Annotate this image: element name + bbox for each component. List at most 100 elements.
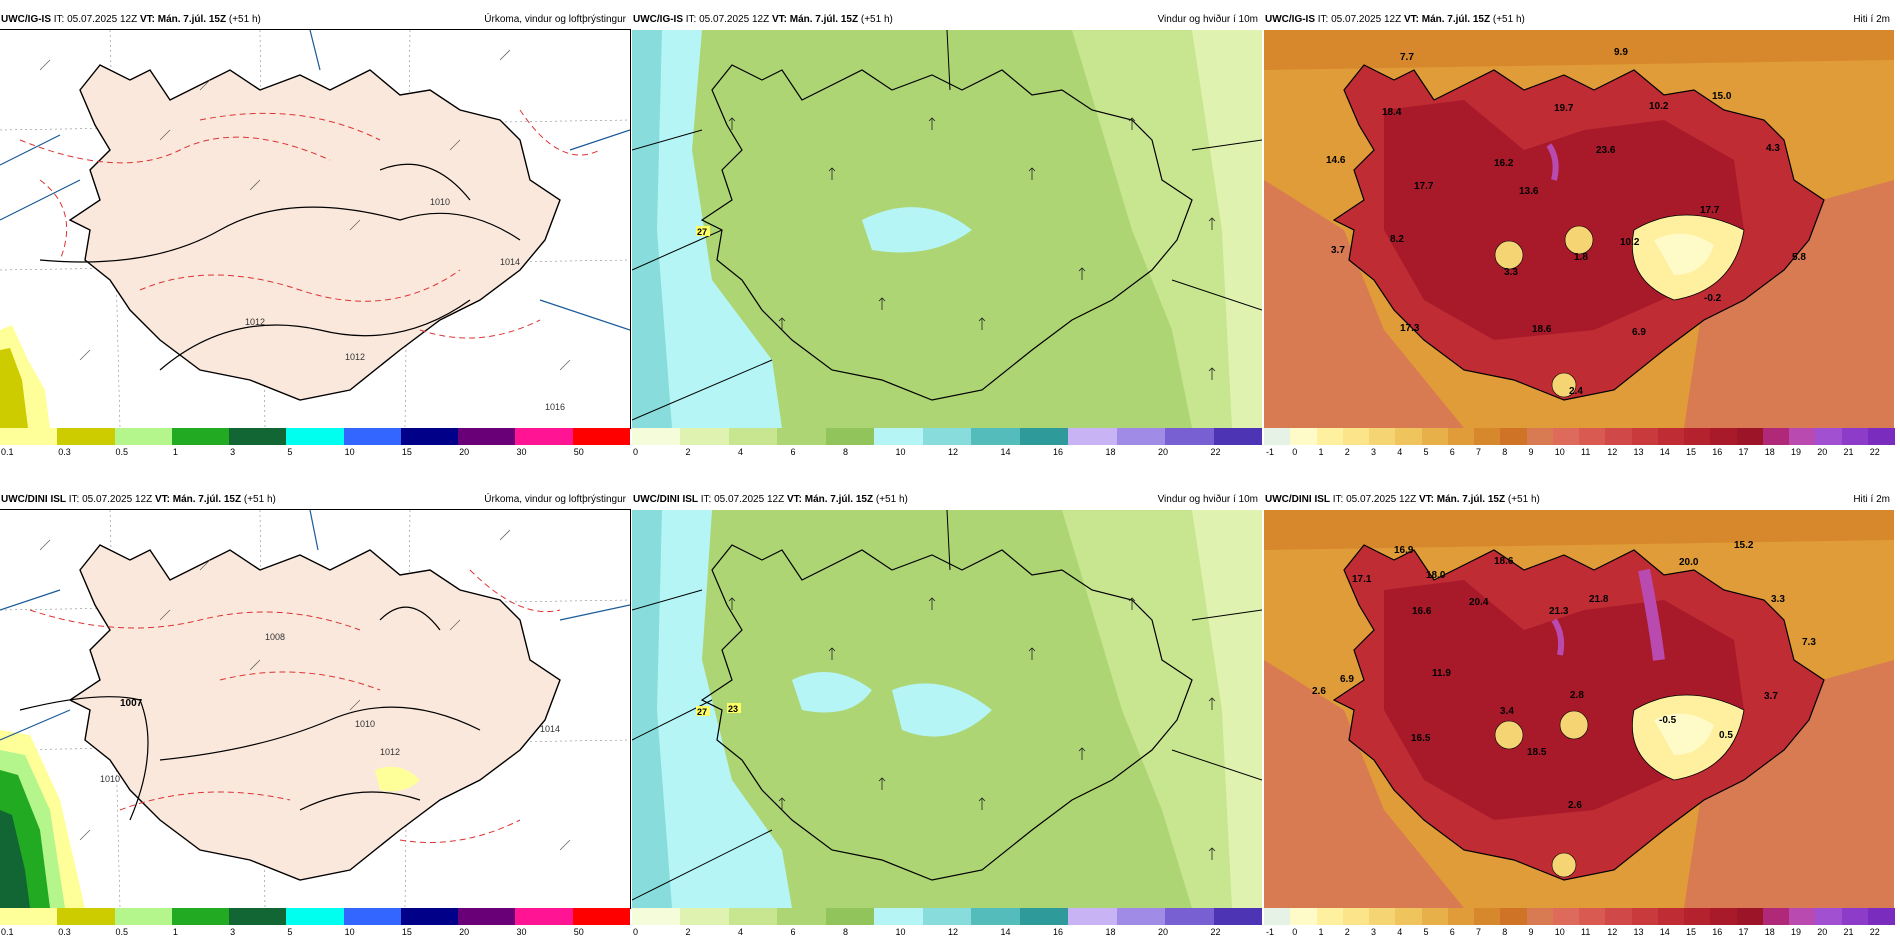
temp-value-label: 20.4 xyxy=(1469,597,1489,608)
colorbar-swatch xyxy=(1116,428,1166,445)
colorbar-swatch xyxy=(1342,908,1370,925)
colorbar-swatch xyxy=(971,908,1021,925)
colorbar-swatch xyxy=(922,428,972,445)
colorbar-label: 20 xyxy=(1817,927,1828,937)
colorbar-swatch xyxy=(1421,908,1449,925)
colorbar-label: 3 xyxy=(230,927,236,937)
temp-value-label: 6.9 xyxy=(1632,327,1646,338)
colorbar-swatch xyxy=(1762,428,1790,445)
temp-value-label: 20.0 xyxy=(1679,557,1699,568)
colorbar-label: 16 xyxy=(1053,927,1064,937)
temp-value-label: 3.7 xyxy=(1331,245,1345,256)
colorbar-label: 19 xyxy=(1791,927,1802,937)
valid-label: VT: xyxy=(786,494,802,505)
temp-value-label: 11.9 xyxy=(1432,668,1451,679)
colorbar-label: 1 xyxy=(172,927,178,937)
colorbar-swatch xyxy=(825,428,875,445)
gust-label: 23 xyxy=(728,704,738,714)
colorbar-swatch xyxy=(1526,908,1554,925)
colorbar-swatch xyxy=(825,908,875,925)
colorbar-swatch xyxy=(1165,908,1215,925)
colorbar-swatch xyxy=(343,908,402,925)
colorbar-swatch xyxy=(1019,428,1069,445)
temp-value-label: 19.7 xyxy=(1554,103,1574,114)
colorbar-swatch xyxy=(1421,428,1449,445)
colorbar-label: 0.3 xyxy=(58,927,71,937)
temp-value-label: 7.7 xyxy=(1400,52,1414,63)
colorbar-swatch xyxy=(1395,908,1422,925)
colorbar-label: 3 xyxy=(1371,447,1377,457)
colorbar-label: 0 xyxy=(633,927,639,937)
issue-time: 05.07.2025 12Z xyxy=(699,14,770,25)
colorbar-label: 19 xyxy=(1791,447,1802,457)
colorbar-swatch xyxy=(1657,428,1685,445)
iceland-outline xyxy=(700,544,1193,881)
colorbar-swatch xyxy=(1605,428,1632,445)
colorbar-swatch xyxy=(229,428,287,445)
colorbar-label: 10 xyxy=(895,447,906,457)
temp-value-label: 21.8 xyxy=(1589,594,1609,605)
colorbar-label: 8 xyxy=(1502,927,1508,937)
colorbar-label: 16 xyxy=(1712,447,1723,457)
wind-colorbar: 0 2 4 6 8 10 12 14 16 18 20 22 xyxy=(632,428,1263,460)
colorbar-label: 15 xyxy=(401,447,412,457)
colorbar-swatch xyxy=(515,908,574,925)
colorbar-swatch xyxy=(728,428,778,445)
colorbar-swatch xyxy=(0,428,58,445)
colorbar-swatch xyxy=(1841,428,1869,445)
issue-label: IT: xyxy=(53,14,65,25)
colorbar-swatch xyxy=(1019,908,1069,925)
issue-time: 05.07.2025 12Z xyxy=(1331,14,1402,25)
colorbar-label: 22 xyxy=(1869,927,1880,937)
colorbar-swatch xyxy=(874,428,924,445)
valid-time: Mán. 7.júl. 15Z xyxy=(789,14,859,25)
issue-label: IT: xyxy=(685,14,697,25)
colorbar-label: 1 xyxy=(172,447,178,457)
temp-value-label: 15.2 xyxy=(1734,540,1754,551)
colorbar-swatch xyxy=(515,428,574,445)
colorbar-label: 10 xyxy=(344,927,355,937)
colorbar-swatch xyxy=(777,428,827,445)
iceland-land xyxy=(68,544,561,881)
temp-value-label: 18.6 xyxy=(1494,556,1514,567)
colorbar-swatch xyxy=(572,908,631,925)
model-name: UWC/IG-IS xyxy=(1265,14,1315,25)
colorbar-label: 9 xyxy=(1528,447,1534,457)
colorbar-swatch xyxy=(400,908,459,925)
colorbar-label: 5 xyxy=(287,447,293,457)
temp-value-label: 21.3 xyxy=(1549,606,1569,617)
colorbar-swatch xyxy=(1552,908,1580,925)
variable-title: Úrkoma, vindur og loftþrýstingur xyxy=(484,494,626,505)
colorbar-label: 20 xyxy=(1158,927,1169,937)
colorbar-swatch xyxy=(343,428,402,445)
temp-value-label: 8.2 xyxy=(1390,234,1404,245)
colorbar-label: 21 xyxy=(1843,927,1854,937)
precip-colorbar: 0.1 0.3 0.5 1 3 5 10 15 20 30 50 xyxy=(0,428,631,460)
colorbar-label: 4 xyxy=(738,927,744,937)
issue-label: IT: xyxy=(1317,14,1329,25)
temp-value-label: 16.5 xyxy=(1411,733,1431,744)
temp-value-label: 13.6 xyxy=(1519,186,1539,197)
colorbar-swatch xyxy=(1447,908,1475,925)
temp-value-label: 18.6 xyxy=(1532,324,1552,335)
colorbar-label: 20 xyxy=(1158,447,1169,457)
colorbar-label: -1 xyxy=(1266,927,1275,937)
panel-header: UWC/IG-IS IT: 05.07.2025 12Z VT: Mán. 7.… xyxy=(632,10,1262,30)
temp-value-label: 10.2 xyxy=(1620,237,1640,248)
colorbar-label: 2 xyxy=(1344,447,1350,457)
colorbar-label: 0 xyxy=(1292,927,1298,937)
colorbar-label: 14 xyxy=(1000,927,1011,937)
colorbar-swatch xyxy=(1526,428,1554,445)
iceland-outline xyxy=(700,64,1193,401)
panel-igis-temp: UWC/IG-IS IT: 05.07.2025 12Z VT: Mán. 7.… xyxy=(1264,10,1895,465)
colorbar-swatch xyxy=(1579,908,1606,925)
colorbar-swatch xyxy=(1264,908,1291,925)
isobar-label: 1010 xyxy=(100,774,120,784)
colorbar-label: 30 xyxy=(516,447,527,457)
colorbar-swatch xyxy=(1867,428,1895,445)
colorbar-swatch xyxy=(1068,428,1118,445)
wind-map: 27 xyxy=(632,30,1262,428)
precip-map: 1010 1012 1014 1012 1016 xyxy=(0,29,631,429)
colorbar-swatch xyxy=(114,428,173,445)
colorbar-label: 2 xyxy=(1344,927,1350,937)
